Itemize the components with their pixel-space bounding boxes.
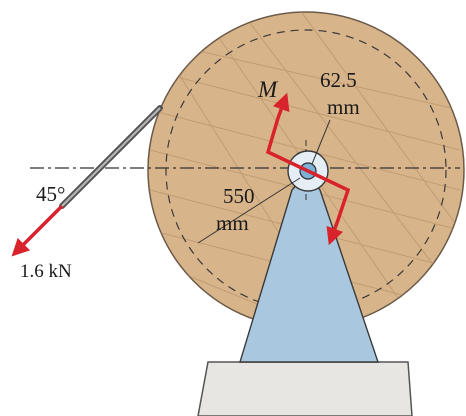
force-arrow xyxy=(11,204,64,257)
angle-label: 45° xyxy=(36,182,66,206)
radius-line-large xyxy=(197,177,301,244)
moment-arrow-down xyxy=(307,169,351,246)
radius-line-small xyxy=(311,119,331,165)
large-radius-unit: mm xyxy=(216,211,249,235)
moment-label: M xyxy=(258,77,278,102)
force-label: 1.6 kN xyxy=(20,261,72,282)
base-block xyxy=(197,361,413,416)
small-radius-unit: mm xyxy=(327,95,360,119)
large-radius-value: 550 xyxy=(223,184,255,208)
rope-highlight xyxy=(61,107,161,207)
small-radius-value: 62.5 xyxy=(320,68,357,92)
pitch-circle xyxy=(165,29,447,311)
moment-arrow-up xyxy=(265,92,309,173)
